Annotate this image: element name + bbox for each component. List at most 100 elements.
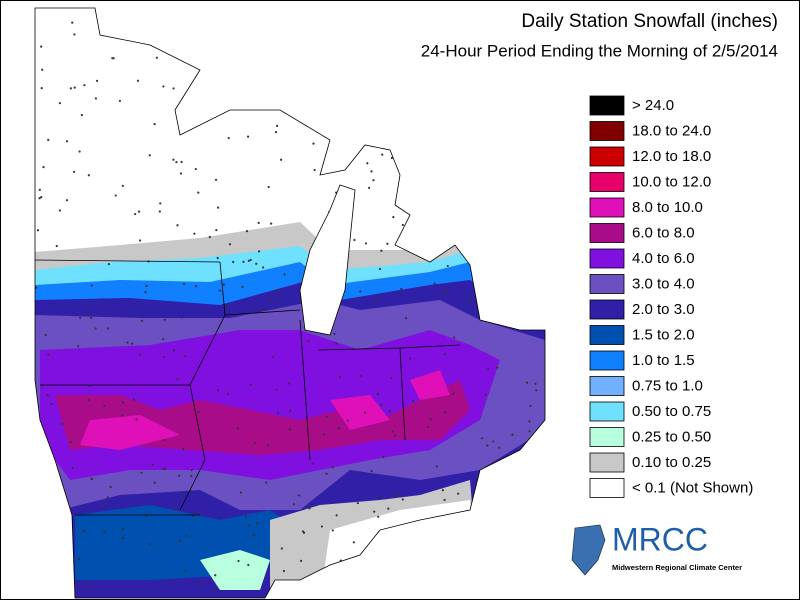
station-dot: [363, 411, 367, 414]
station-dot: [145, 514, 148, 518]
station-dot: [47, 138, 50, 141]
station-dot: [58, 102, 62, 105]
snow-field: [200, 550, 270, 590]
station-dot: [178, 539, 182, 542]
station-dot: [325, 472, 328, 475]
station-dot: [370, 469, 373, 473]
station-dot: [409, 357, 412, 360]
legend-label: 6.0 to 8.0: [632, 224, 695, 241]
station-dot: [277, 411, 280, 414]
station-dot: [77, 345, 80, 348]
legend-swatch: [589, 197, 625, 218]
station-dot: [394, 434, 397, 437]
station-dot: [376, 392, 379, 395]
station-dot: [335, 514, 338, 517]
station-dot: [65, 140, 69, 143]
station-dot: [302, 531, 306, 534]
station-dot: [313, 168, 316, 172]
legend-swatch: [589, 350, 625, 371]
legend-swatch: [589, 325, 625, 345]
station-dot: [227, 392, 230, 395]
station-dot: [140, 471, 143, 474]
station-dot: [180, 160, 183, 164]
station-dot: [106, 327, 109, 330]
station-dot: [175, 160, 178, 164]
station-dot: [280, 158, 283, 161]
station-dot: [308, 507, 311, 510]
station-dot: [106, 496, 109, 499]
station-dot: [372, 179, 375, 182]
station-dot: [323, 433, 326, 436]
legend-label: 1.0 to 1.5: [632, 352, 695, 369]
legend-swatch: [589, 146, 625, 167]
legend-label: 18.0 to 24.0: [632, 122, 711, 139]
station-dot: [107, 263, 111, 266]
station-dot: [184, 355, 187, 358]
station-dot: [195, 285, 198, 288]
station-dot: [262, 308, 265, 311]
station-dot: [380, 249, 383, 252]
logo: MRCC Midwestern Regional Climate Center: [571, 521, 742, 576]
station-dot: [356, 501, 359, 505]
station-dot: [257, 221, 260, 224]
station-dot: [132, 398, 136, 401]
station-dot: [378, 267, 382, 271]
station-dot: [190, 475, 193, 478]
station-dot: [377, 515, 380, 518]
station-dot: [174, 505, 177, 508]
station-dot: [134, 212, 137, 216]
station-dot: [73, 86, 76, 89]
legend-label: 10.0 to 12.0: [632, 173, 711, 190]
station-dot: [312, 142, 315, 145]
station-dot: [390, 156, 393, 160]
station-dot: [158, 210, 161, 213]
station-dot: [256, 522, 259, 525]
station-dot: [429, 418, 432, 421]
station-dot: [239, 491, 242, 494]
legend-swatch: [589, 274, 625, 294]
station-dot: [511, 433, 514, 436]
station-dot: [214, 574, 217, 577]
station-dot: [42, 165, 45, 169]
station-dot: [197, 191, 200, 194]
station-dot: [276, 124, 279, 127]
station-dot: [353, 238, 356, 242]
station-dot: [469, 298, 472, 301]
station-dot: [525, 381, 529, 384]
station-dot: [355, 297, 359, 301]
station-dot: [184, 569, 187, 573]
station-dot: [337, 427, 340, 430]
station-dot: [468, 300, 471, 303]
station-dot: [529, 404, 532, 407]
station-dot: [176, 378, 179, 381]
station-dot: [433, 282, 436, 285]
station-dot: [145, 284, 148, 287]
station-dot: [80, 114, 83, 117]
legend-label: 0.25 to 0.50: [632, 428, 711, 445]
station-dot: [266, 444, 270, 447]
station-dot: [280, 547, 283, 550]
legend-swatch: [589, 401, 625, 422]
station-dot: [232, 260, 235, 264]
station-dot: [480, 437, 484, 440]
station-dot: [252, 534, 255, 537]
station-dot: [374, 299, 377, 302]
legend-label: 3.0 to 4.0: [632, 275, 695, 292]
snow-field: [410, 370, 450, 400]
station-dot: [172, 87, 175, 90]
legend-label: 8.0 to 10.0: [632, 199, 703, 216]
station-dot: [289, 409, 292, 412]
station-dot: [222, 283, 226, 286]
station-dot: [378, 495, 382, 498]
station-dot: [193, 232, 196, 235]
station-dot: [72, 170, 76, 173]
station-dot: [274, 131, 278, 134]
station-dot: [443, 289, 446, 292]
legend-label: 0.50 to 0.75: [632, 403, 711, 420]
station-dot: [262, 266, 265, 269]
station-dot: [242, 260, 245, 263]
region-outline: [34, 7, 546, 599]
station-dot: [77, 558, 81, 561]
station-dot: [163, 355, 166, 358]
